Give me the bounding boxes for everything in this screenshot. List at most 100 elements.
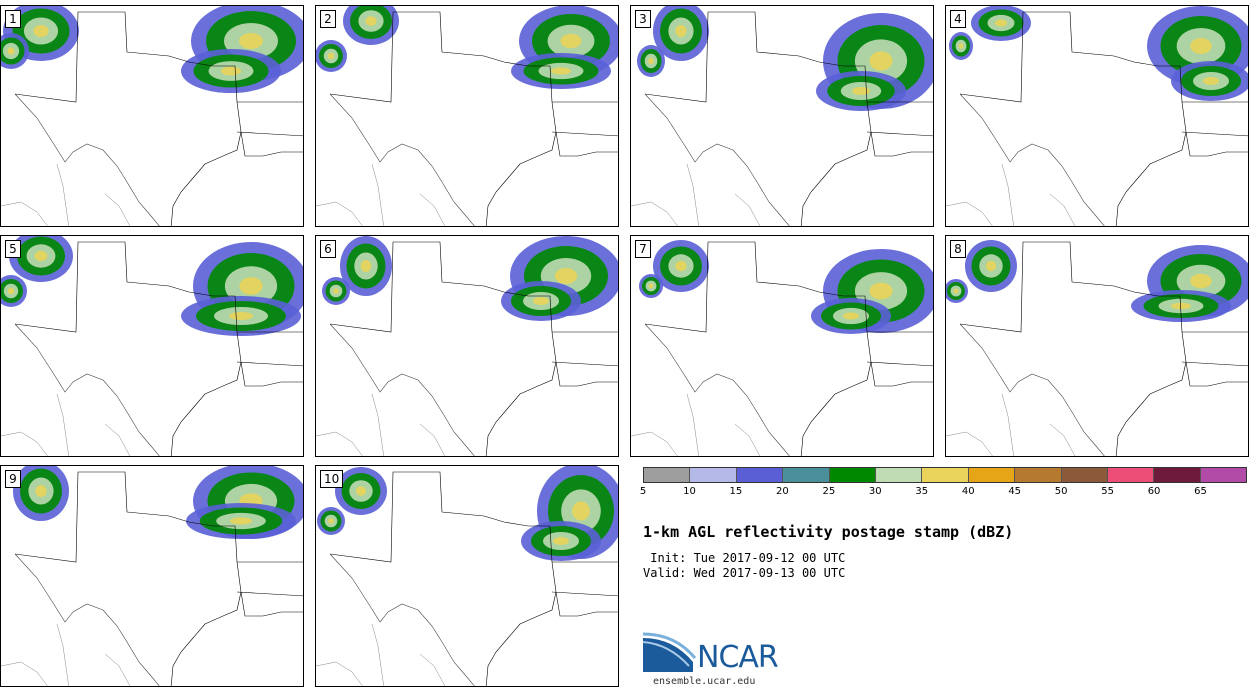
reflectivity-area xyxy=(239,33,263,49)
reflectivity-area xyxy=(35,485,47,497)
panel-map xyxy=(631,240,933,456)
panel-map xyxy=(1,466,303,686)
boundary-line xyxy=(236,561,303,617)
reflectivity-area xyxy=(365,16,377,26)
ncar-logo-icon xyxy=(643,632,697,672)
boundary-line xyxy=(1,623,131,686)
panel-map xyxy=(1,6,303,226)
boundary-line xyxy=(329,241,557,456)
boundary-line xyxy=(866,101,933,157)
colorbar-bin xyxy=(1200,468,1247,482)
forecast-panel: 9 xyxy=(0,465,304,687)
boundary-line xyxy=(1181,331,1248,387)
colorbar-tick-label: 15 xyxy=(729,486,743,497)
colorbar-tick-label: 60 xyxy=(1147,486,1161,497)
boundary-line xyxy=(14,241,242,456)
colorbar-tick-label: 40 xyxy=(961,486,975,497)
boundary-line xyxy=(644,323,790,456)
reflectivity-area xyxy=(554,268,578,284)
reflectivity-area xyxy=(985,260,997,272)
reflectivity-area xyxy=(553,537,569,545)
reflectivity-area xyxy=(7,47,15,55)
boundary-line xyxy=(1,163,131,226)
reflectivity-area xyxy=(852,87,870,95)
boundary-line xyxy=(329,11,557,226)
reflectivity-area xyxy=(648,57,654,65)
boundary-line xyxy=(329,553,475,686)
colorbar-bin xyxy=(875,468,923,482)
reflectivity-area xyxy=(221,66,241,76)
colorbar-bin xyxy=(829,468,876,482)
reflectivity-area xyxy=(953,288,959,294)
panel-map xyxy=(316,236,618,456)
reflectivity-area xyxy=(843,312,859,320)
colorbar-bin xyxy=(736,468,784,482)
colorbar-tick-label: 10 xyxy=(683,486,696,497)
boundary-line xyxy=(14,553,160,686)
boundary-line xyxy=(14,11,242,226)
forecast-panel: 7 xyxy=(630,235,934,457)
figure-title: 1-km AGL reflectivity postage stamp (dBZ… xyxy=(643,523,1014,541)
member-label: 8 xyxy=(950,240,966,258)
boundary-line xyxy=(959,323,1105,456)
reflectivity-area xyxy=(1190,273,1212,289)
boundary-line xyxy=(959,93,1105,226)
reflectivity-area xyxy=(648,283,654,289)
boundary-line xyxy=(236,331,303,387)
reflectivity-area xyxy=(869,282,893,300)
colorbar-tick-label: 65 xyxy=(1194,486,1207,497)
boundary-line xyxy=(866,331,933,387)
boundary-line xyxy=(644,241,872,456)
panel-map xyxy=(631,6,933,226)
reflectivity-area xyxy=(7,287,15,295)
member-label: 7 xyxy=(635,240,651,258)
boundary-line xyxy=(329,323,475,456)
reflectivity-area xyxy=(229,312,253,320)
colorbar-tick-label: 50 xyxy=(1054,486,1068,497)
panel-map xyxy=(316,6,618,226)
boundary-line xyxy=(551,101,618,157)
reflectivity-area xyxy=(1203,77,1219,85)
reflectivity-area xyxy=(230,517,252,525)
colorbar-bin xyxy=(1061,468,1108,482)
boundary-line xyxy=(631,393,761,456)
reflectivity-area xyxy=(675,260,687,272)
panel-map xyxy=(946,240,1248,456)
reflectivity-area xyxy=(675,25,687,37)
boundary-line xyxy=(14,471,242,686)
member-label: 4 xyxy=(950,10,966,28)
reflectivity-area xyxy=(869,51,893,71)
colorbar-bin xyxy=(1154,468,1201,482)
colorbar-bin xyxy=(922,468,969,482)
boundary-line xyxy=(946,393,1076,456)
colorbar-tick-label: 25 xyxy=(822,486,836,497)
colorbar-bin xyxy=(1015,468,1062,482)
colorbar-tick-label: 20 xyxy=(776,486,789,497)
forecast-panel: 10 xyxy=(315,465,619,687)
member-label: 1 xyxy=(5,10,21,28)
boundary-line xyxy=(14,323,160,456)
colorbar-tick-label: 45 xyxy=(1008,486,1022,497)
colorbar-tick-label: 55 xyxy=(1101,486,1114,497)
colorbar-tick-label: 35 xyxy=(915,486,929,497)
init-time: Init: Tue 2017-09-12 00 UTC xyxy=(643,551,846,565)
forecast-panel: 5 xyxy=(0,235,304,457)
reflectivity-area xyxy=(328,518,334,524)
colorbar-bin xyxy=(644,468,691,482)
reflectivity-area xyxy=(560,33,582,49)
forecast-panel: 6 xyxy=(315,235,619,457)
colorbar-tick-label: 30 xyxy=(868,486,882,497)
member-label: 6 xyxy=(320,240,336,258)
reflectivity-area xyxy=(958,43,964,49)
boundary-line xyxy=(644,11,872,226)
ncar-logo-text: NCAR xyxy=(697,640,779,675)
reflectivity-area xyxy=(33,25,49,37)
forecast-panel: 3 xyxy=(630,5,934,227)
reflectivity-area xyxy=(995,19,1007,27)
colorbar-bin xyxy=(783,468,830,482)
reflectivity-area xyxy=(34,250,48,262)
reflectivity-area xyxy=(355,486,367,496)
valid-time: Valid: Wed 2017-09-13 00 UTC xyxy=(643,566,846,580)
boundary-line xyxy=(959,11,1187,226)
boundary-line xyxy=(959,241,1187,456)
